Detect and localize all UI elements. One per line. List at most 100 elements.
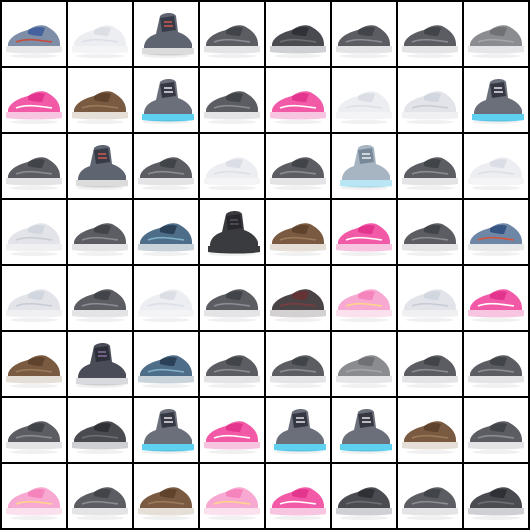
shoe-image xyxy=(270,91,326,124)
shoe-image xyxy=(336,25,392,58)
shoe-image-tile xyxy=(266,464,330,528)
shoe-image xyxy=(204,421,260,454)
shoe-image-tile xyxy=(2,68,66,132)
shoe-image-tile xyxy=(266,68,330,132)
shoe-image-tile xyxy=(68,332,132,396)
shoe-image-tile xyxy=(464,332,528,396)
shoe-image xyxy=(6,355,62,388)
shoe-image-tile xyxy=(266,332,330,396)
shoe-image-tile xyxy=(332,68,396,132)
shoe-image xyxy=(402,487,458,520)
shoe-image-tile xyxy=(134,398,198,462)
shoe-image xyxy=(204,289,260,322)
shoe-image xyxy=(468,355,524,388)
shoe-image xyxy=(270,157,326,190)
shoe-image xyxy=(402,421,458,454)
shoe-image-tile xyxy=(332,200,396,264)
shoe-image xyxy=(6,25,62,58)
shoe-image-tile xyxy=(464,464,528,528)
shoe-image xyxy=(72,421,128,454)
shoe-image xyxy=(204,25,260,58)
shoe-image-tile xyxy=(398,200,462,264)
shoe-image-tile xyxy=(266,134,330,198)
shoe-image xyxy=(138,289,194,322)
shoe-image xyxy=(274,409,326,454)
shoe-image-tile xyxy=(200,2,264,66)
shoe-image-tile xyxy=(200,464,264,528)
shoe-image-tile xyxy=(200,68,264,132)
shoe-image xyxy=(402,91,458,124)
shoe-image-tile xyxy=(2,332,66,396)
shoe-image-tile xyxy=(398,398,462,462)
shoe-image xyxy=(6,487,62,520)
shoe-image xyxy=(336,289,392,322)
shoe-image xyxy=(204,355,260,388)
shoe-image-tile xyxy=(200,200,264,264)
shoe-image xyxy=(138,355,194,388)
shoe-image xyxy=(6,91,62,124)
shoe-image-tile xyxy=(266,266,330,330)
shoe-image xyxy=(336,223,392,256)
shoe-image xyxy=(468,487,524,520)
shoe-image-tile xyxy=(200,332,264,396)
shoe-image xyxy=(72,223,128,256)
shoe-image-tile xyxy=(68,134,132,198)
shoe-image-tile xyxy=(68,464,132,528)
shoe-image-tile xyxy=(332,266,396,330)
shoe-image xyxy=(472,79,524,124)
shoe-image xyxy=(468,223,524,256)
shoe-image xyxy=(402,157,458,190)
shoe-image-tile xyxy=(266,398,330,462)
shoe-image xyxy=(270,25,326,58)
shoe-image xyxy=(76,145,128,190)
shoe-image xyxy=(72,487,128,520)
shoe-image xyxy=(468,289,524,322)
shoe-image-tile xyxy=(464,2,528,66)
shoe-image-tile xyxy=(332,464,396,528)
shoe-image-tile xyxy=(2,200,66,264)
shoe-image xyxy=(6,289,62,322)
shoe-image-tile xyxy=(134,266,198,330)
shoe-image xyxy=(468,421,524,454)
shoe-image-tile xyxy=(266,200,330,264)
shoe-image xyxy=(336,487,392,520)
shoe-image-tile xyxy=(134,2,198,66)
shoe-image-tile xyxy=(398,134,462,198)
shoe-image xyxy=(336,355,392,388)
shoe-image xyxy=(402,289,458,322)
shoe-image-tile xyxy=(464,200,528,264)
shoe-image-tile xyxy=(68,68,132,132)
shoe-image-tile xyxy=(134,134,198,198)
shoe-image xyxy=(138,223,194,256)
shoe-image xyxy=(72,25,128,58)
shoe-image-tile xyxy=(200,398,264,462)
shoe-image xyxy=(72,289,128,322)
shoe-image-tile xyxy=(398,266,462,330)
shoe-image xyxy=(204,157,260,190)
shoe-image-tile xyxy=(398,332,462,396)
shoe-image xyxy=(142,409,194,454)
shoe-image-tile xyxy=(398,464,462,528)
shoe-image-tile xyxy=(68,266,132,330)
shoe-image-tile xyxy=(398,2,462,66)
shoe-image-tile xyxy=(464,266,528,330)
shoe-image-tile xyxy=(68,200,132,264)
shoe-image xyxy=(336,91,392,124)
shoe-image-tile xyxy=(332,332,396,396)
shoe-image-tile xyxy=(200,266,264,330)
shoe-image-tile xyxy=(332,398,396,462)
shoe-image-tile xyxy=(398,68,462,132)
shoe-image-tile xyxy=(266,2,330,66)
shoe-image-tile xyxy=(2,266,66,330)
shoe-image xyxy=(204,487,260,520)
shoe-image-tile xyxy=(134,200,198,264)
shoe-image-tile xyxy=(68,398,132,462)
shoe-image xyxy=(204,91,260,124)
shoe-image-tile xyxy=(332,134,396,198)
shoe-image xyxy=(402,355,458,388)
shoe-image xyxy=(208,211,260,256)
shoe-image xyxy=(6,421,62,454)
shoe-image-tile xyxy=(2,134,66,198)
shoe-image xyxy=(270,355,326,388)
